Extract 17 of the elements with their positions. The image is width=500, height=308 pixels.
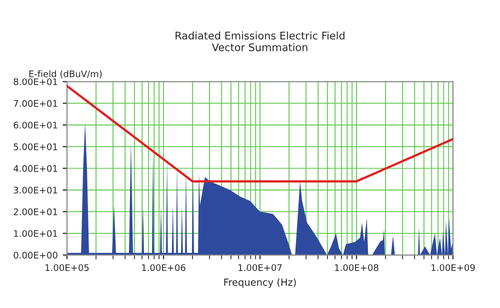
y-tick-label: 1.00E+01	[14, 230, 58, 237]
y-tick-label: 0.00E+00	[14, 252, 58, 259]
chart-title: Radiated Emissions Electric Field Vector Summation	[176, 31, 344, 52]
y-tick-label: 8.00E+01	[14, 78, 58, 86]
y-axis-title: E-field (dBuV/m)	[29, 70, 102, 78]
x-tick-label: 1.00E+08	[335, 264, 378, 272]
y-tick-label: 6.00E+01	[14, 122, 58, 129]
y-tick-label: 2.00E+01	[14, 208, 58, 216]
y-tick-label: 5.00E+01	[14, 143, 58, 150]
y-tick-label: 4.00E+01	[14, 165, 58, 172]
x-tick-label: 1.00E+05	[46, 264, 89, 272]
x-axis-title: Frequency (Hz)	[224, 278, 296, 288]
y-tick-label: 3.00E+01	[14, 186, 58, 194]
x-tick-label: 1.00E+09	[432, 264, 475, 272]
x-tick-label: 1.00E+06	[142, 264, 186, 272]
y-tick-label: 7.00E+01	[14, 100, 58, 107]
x-tick-label: 1.00E+07	[238, 264, 282, 272]
